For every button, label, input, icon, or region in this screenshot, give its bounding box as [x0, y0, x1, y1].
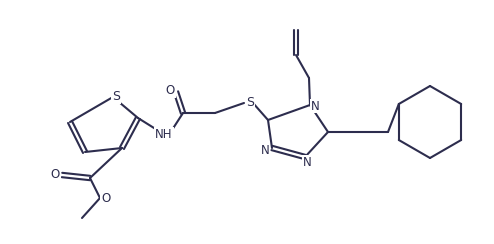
Text: S: S	[112, 90, 120, 102]
Text: NH: NH	[155, 128, 173, 141]
Text: N: N	[261, 143, 269, 156]
Text: O: O	[50, 169, 60, 182]
Text: N: N	[303, 155, 311, 169]
Text: N: N	[311, 100, 320, 112]
Text: O: O	[165, 84, 174, 98]
Text: O: O	[101, 192, 111, 204]
Text: S: S	[246, 95, 254, 109]
